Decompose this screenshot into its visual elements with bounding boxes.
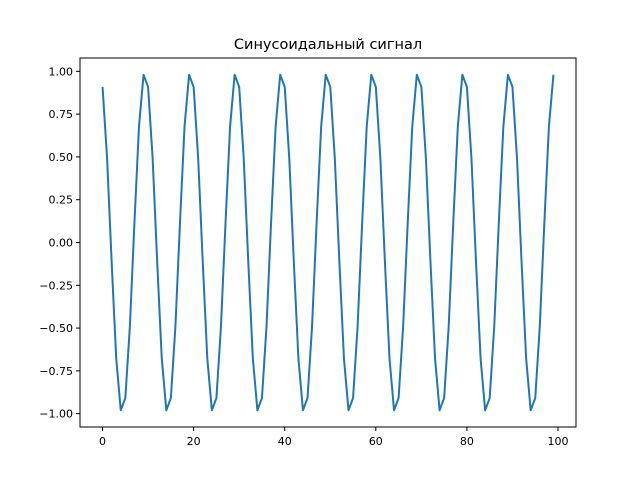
y-tick-label: 0.25	[49, 194, 74, 207]
y-tick-label: −0.25	[39, 279, 73, 292]
y-tick-label: 0.50	[49, 151, 74, 164]
x-tick-label: 60	[369, 435, 383, 448]
x-tick-label: 80	[460, 435, 474, 448]
x-tick-label: 20	[187, 435, 201, 448]
x-tick-label: 40	[278, 435, 292, 448]
y-tick-label: −0.50	[39, 322, 73, 335]
x-tick-label: 100	[548, 435, 569, 448]
y-tick-label: 0.75	[49, 108, 74, 121]
x-tick-label: 0	[99, 435, 106, 448]
y-tick-label: 0.00	[49, 237, 74, 250]
y-tick-label: 1.00	[49, 65, 74, 78]
chart-title: Синусоидальный сигнал	[234, 37, 422, 53]
axes-frame	[79, 57, 577, 428]
series-line	[101, 73, 555, 412]
y-tick-label: −0.75	[39, 365, 73, 378]
y-tick-label: −1.00	[39, 408, 73, 421]
